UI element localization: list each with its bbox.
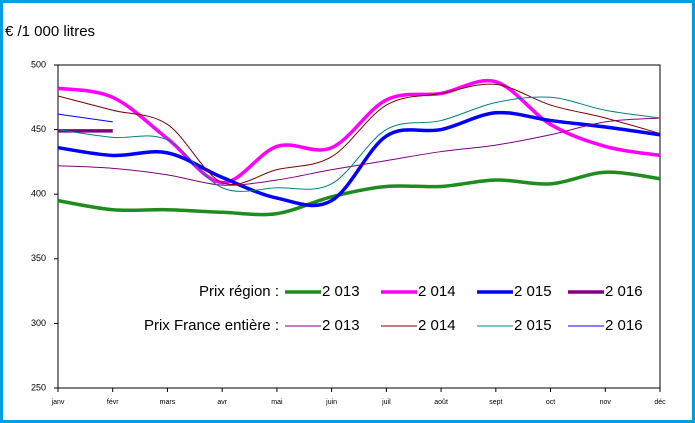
x-tick-label: déc: [654, 399, 666, 406]
y-tick-label: 350: [31, 253, 46, 263]
plot-area: [57, 64, 661, 389]
x-tick-label: sept: [489, 399, 502, 406]
y-tick-label: 450: [31, 124, 46, 134]
x-tick-label: avr: [217, 399, 227, 406]
x-tick-label: mai: [271, 399, 283, 406]
legend-label: 2 014: [418, 317, 456, 334]
legend-label: 2 015: [514, 283, 552, 300]
legend-label: 2 013: [322, 317, 360, 334]
series-line: [57, 117, 661, 186]
x-tick-label: oct: [546, 399, 555, 406]
legend-label: 2 013: [322, 283, 360, 300]
series-line: [57, 96, 661, 192]
legend-label: 2 015: [514, 317, 552, 334]
y-tick-label: 300: [31, 318, 46, 328]
series-line: [57, 78, 661, 185]
series-line: [57, 113, 113, 123]
y-tick-label: 500: [31, 59, 46, 69]
series-line: [57, 83, 661, 185]
y-tick-label: 250: [31, 382, 46, 392]
x-tick-label: juil: [381, 399, 391, 406]
legend-group-label: Prix région :: [199, 283, 279, 300]
chart-title: € /1 000 litres: [5, 23, 95, 40]
y-tick-label: 400: [31, 189, 46, 199]
x-tick-label: févr: [107, 399, 119, 406]
x-tick-label: mars: [160, 399, 176, 406]
legend-label: 2 016: [605, 283, 643, 300]
legend-group-label: Prix France entière :: [144, 317, 279, 334]
legend-label: 2 016: [605, 317, 643, 334]
x-tick-label: nov: [600, 399, 612, 406]
legend-label: 2 014: [418, 283, 456, 300]
series-line: [57, 170, 661, 217]
x-tick-label: juin: [325, 399, 337, 406]
x-tick-label: janv: [51, 399, 65, 406]
x-tick-label: août: [434, 399, 448, 406]
series-line: [57, 110, 661, 208]
